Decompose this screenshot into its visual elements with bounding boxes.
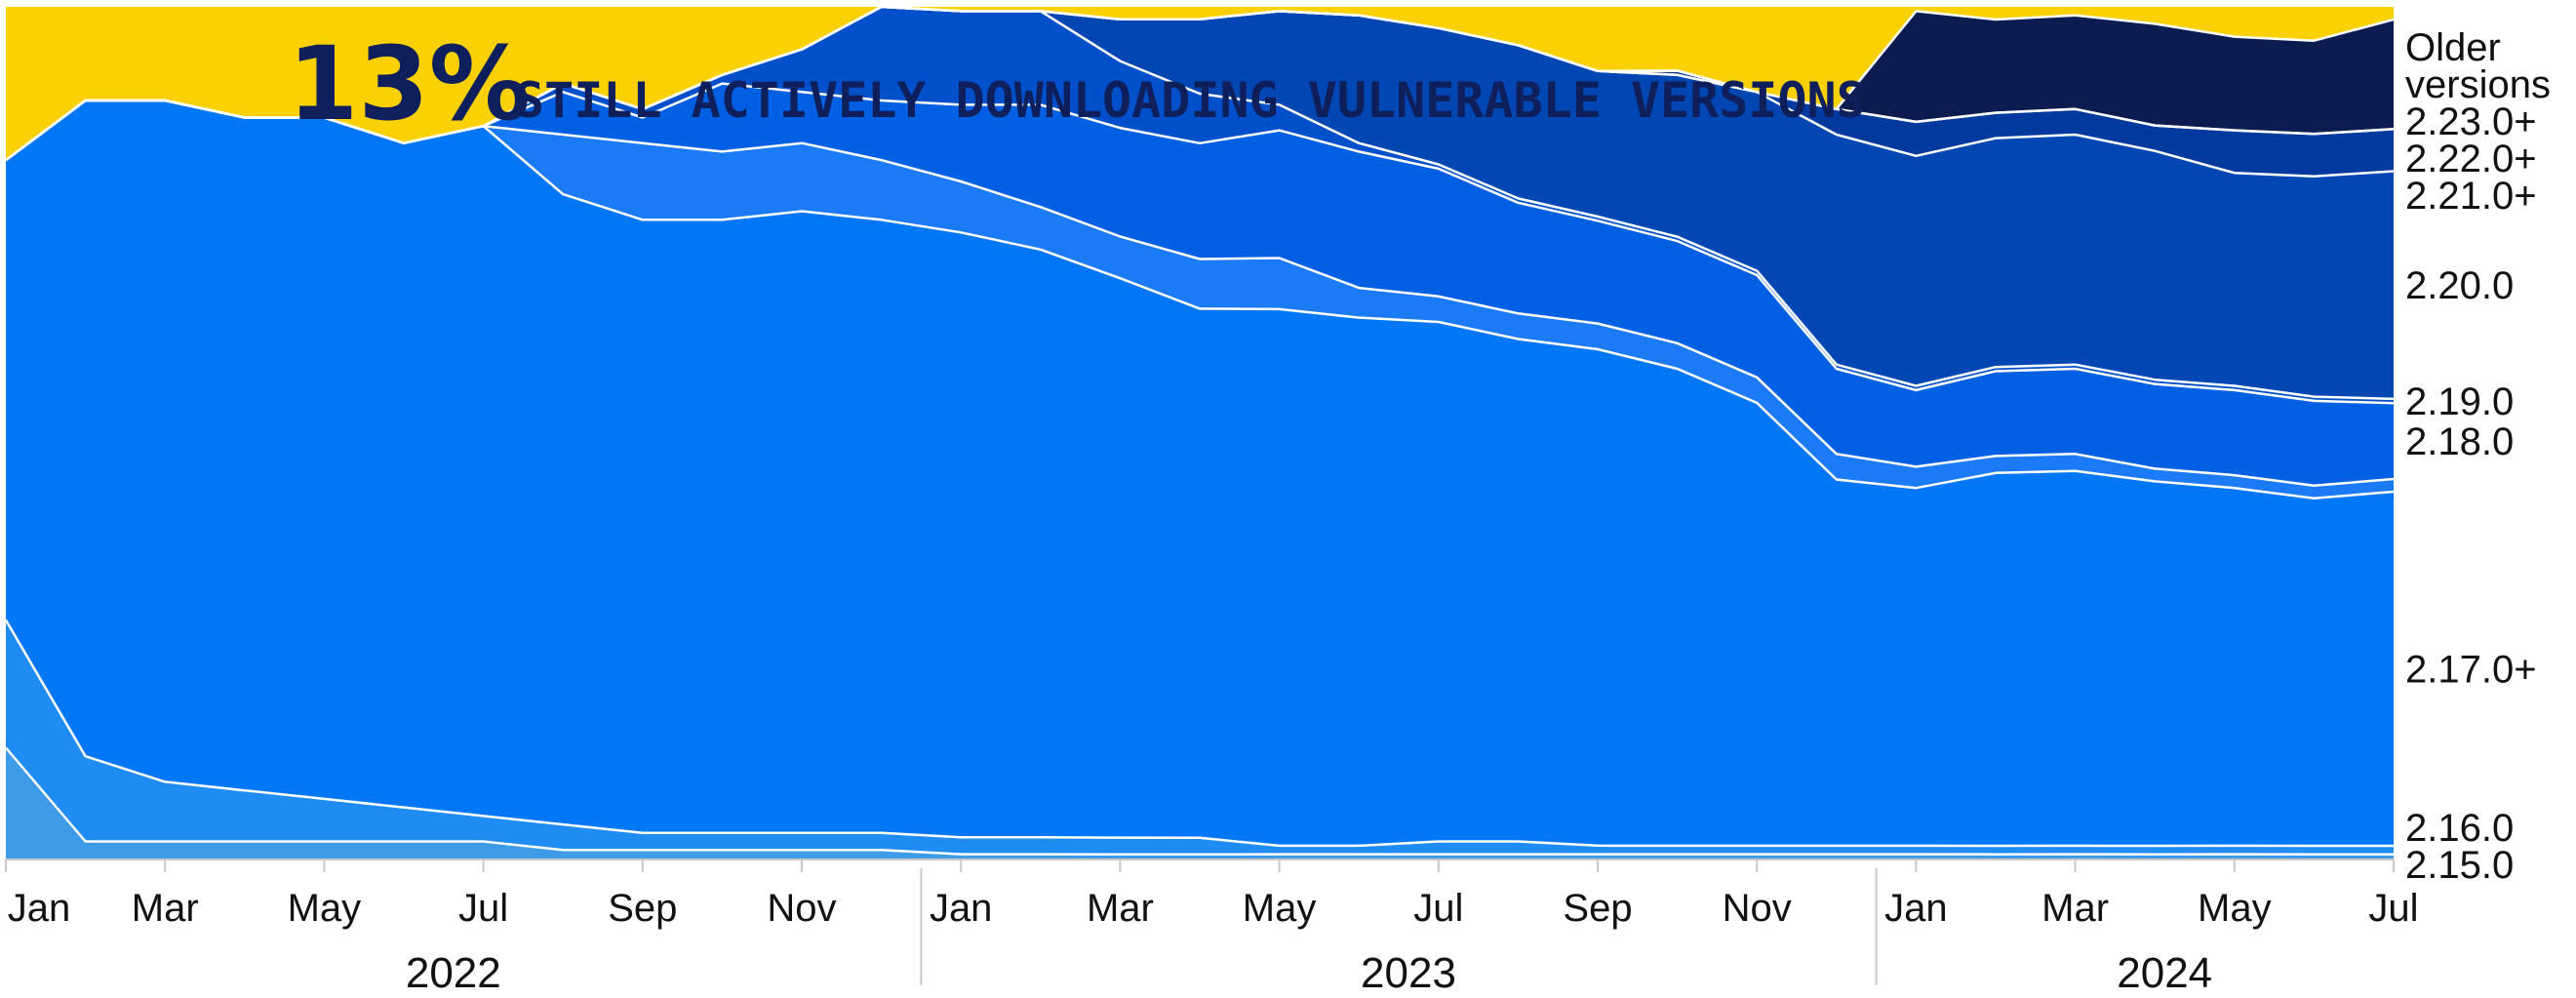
x-tick-label-10: Sep — [1563, 887, 1632, 930]
x-tick-label-7: Mar — [1087, 887, 1154, 930]
area-series-9 — [6, 7, 2394, 161]
series-label-versions: versions — [2405, 63, 2551, 106]
area-2-15-0 — [6, 747, 2394, 858]
x-tick-label-14: May — [2198, 887, 2272, 930]
series-label-older: Older — [2405, 26, 2501, 69]
chart-areas — [4, 5, 2395, 858]
year-label-2022: 2022 — [406, 949, 501, 997]
boundary-line-9 — [5, 5, 2395, 162]
series-label-2-16-0: 2.16.0 — [2405, 807, 2514, 850]
headline-text: STILL ACTIVELY DOWNLOADING VULNERABLE VE… — [515, 72, 1866, 129]
x-tick-label-15: Jul — [2368, 887, 2418, 930]
series-label-2-15-0: 2.15.0 — [2405, 844, 2514, 887]
boundary-line-1 — [4, 619, 2394, 848]
x-tick-label-4: Sep — [608, 887, 677, 930]
x-axis: Jan Mar May Jul Sep Nov Jan Mar May Jul Sep Nov Jan M… — [5, 858, 2419, 997]
x-tick-label-12: Jan — [1884, 887, 1948, 930]
x-tick-label-11: Nov — [1723, 887, 1792, 930]
headline: 13% STILL ACTIVELY DOWNLOADING VULNERABL… — [288, 24, 1866, 143]
series-label-2-23-0-: 2.23.0+ — [2405, 100, 2537, 143]
year-label-2024: 2024 — [2117, 949, 2212, 997]
series-label-2-20-0: 2.20.0 — [2405, 264, 2514, 307]
area-2-21-0- — [6, 7, 2394, 399]
area-older-versions — [6, 7, 2394, 161]
series-label-2-18-0: 2.18.0 — [2405, 420, 2514, 463]
headline-percent: 13% — [288, 24, 531, 143]
series-label-2-17-0-: 2.17.0+ — [2405, 649, 2537, 692]
series-label-2-19-0: 2.19.0 — [2405, 380, 2514, 423]
area-2-19-0 — [6, 83, 2394, 486]
x-tick-label-0: Jan — [8, 887, 71, 930]
series-label-2-22-0-: 2.22.0+ — [2405, 138, 2537, 180]
boundary-line-0 — [5, 746, 2394, 857]
x-tick-label-13: Mar — [2041, 887, 2109, 930]
year-label-2023: 2023 — [1361, 949, 1456, 997]
x-tick-label-3: Jul — [458, 887, 508, 930]
x-tick-label-1: Mar — [132, 887, 199, 930]
area-2-17-0- — [6, 100, 2394, 846]
x-tick-label-9: Jul — [1413, 887, 1463, 930]
x-tick-label-5: Nov — [767, 887, 836, 930]
x-tick-label-8: May — [1243, 887, 1317, 930]
area-2-16-0 — [6, 619, 2394, 855]
area-2-18-0 — [6, 100, 2394, 499]
x-tick-label-6: Jan — [930, 887, 993, 930]
series-label-2-21-0-: 2.21.0+ — [2405, 175, 2537, 218]
x-tick-label-2: May — [288, 887, 362, 930]
